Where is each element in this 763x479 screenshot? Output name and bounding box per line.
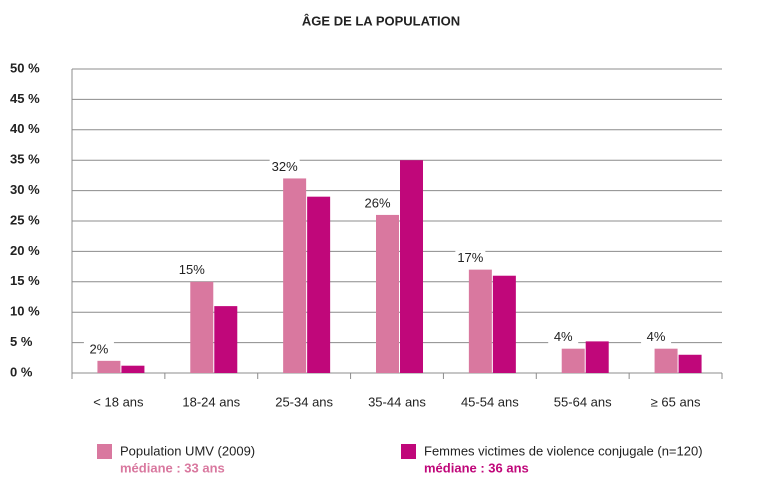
y-tick-label: 20 % <box>10 243 40 258</box>
value-label-bg <box>548 329 579 346</box>
value-label-bg <box>269 159 300 176</box>
bar <box>283 178 307 373</box>
bar <box>654 348 678 373</box>
y-tick-label: 50 % <box>10 60 40 75</box>
value-label: 32% <box>272 159 298 174</box>
bar <box>214 306 238 373</box>
value-label: 26% <box>364 195 390 210</box>
value-label: 4% <box>554 329 573 344</box>
bar <box>492 275 516 373</box>
value-label-bg <box>455 250 486 267</box>
legend-swatch <box>401 444 416 459</box>
y-tick-label: 30 % <box>10 182 40 197</box>
y-tick-label: 45 % <box>10 91 40 106</box>
legend-note: médiane : 33 ans <box>120 460 225 475</box>
bar <box>376 214 399 373</box>
bar <box>121 365 145 373</box>
legend-note: médiane : 36 ans <box>424 460 529 475</box>
y-tick-label: 5 % <box>10 334 33 349</box>
y-tick-label: 25 % <box>10 212 40 227</box>
bar <box>561 348 585 373</box>
value-label-bg <box>176 262 207 279</box>
x-tick-label: 35-44 ans <box>368 394 426 409</box>
x-tick-label: 45-54 ans <box>461 394 519 409</box>
value-label: 15% <box>179 262 205 277</box>
x-tick-label: 25-34 ans <box>275 394 333 409</box>
bar <box>468 269 492 373</box>
x-tick-label: 55-64 ans <box>554 394 612 409</box>
bar <box>97 360 121 373</box>
value-label-bg <box>362 195 393 212</box>
x-tick-label: 18-24 ans <box>182 394 240 409</box>
legend-label: Femmes victimes de violence conjugale (n… <box>424 443 703 458</box>
legend-swatch <box>97 444 112 459</box>
value-label: 2% <box>90 341 109 356</box>
y-tick-label: 40 % <box>10 121 40 136</box>
y-tick-label: 15 % <box>10 273 40 288</box>
x-tick-label: < 18 ans <box>93 394 144 409</box>
x-tick-label: ≥ 65 ans <box>651 394 701 409</box>
y-tick-label: 10 % <box>10 304 40 319</box>
value-label-bg <box>641 329 672 346</box>
bar <box>585 341 609 373</box>
value-label-bg <box>83 341 114 358</box>
bar <box>678 354 702 373</box>
bar <box>307 196 331 373</box>
legend-label: Population UMV (2009) <box>120 443 255 458</box>
y-tick-label: 35 % <box>10 152 40 167</box>
bar <box>400 160 423 373</box>
chart-title: ÂGE DE LA POPULATION <box>302 13 460 28</box>
value-label: 4% <box>647 329 666 344</box>
value-label: 17% <box>457 250 483 265</box>
bar <box>190 281 214 373</box>
y-tick-label: 0 % <box>10 364 33 379</box>
